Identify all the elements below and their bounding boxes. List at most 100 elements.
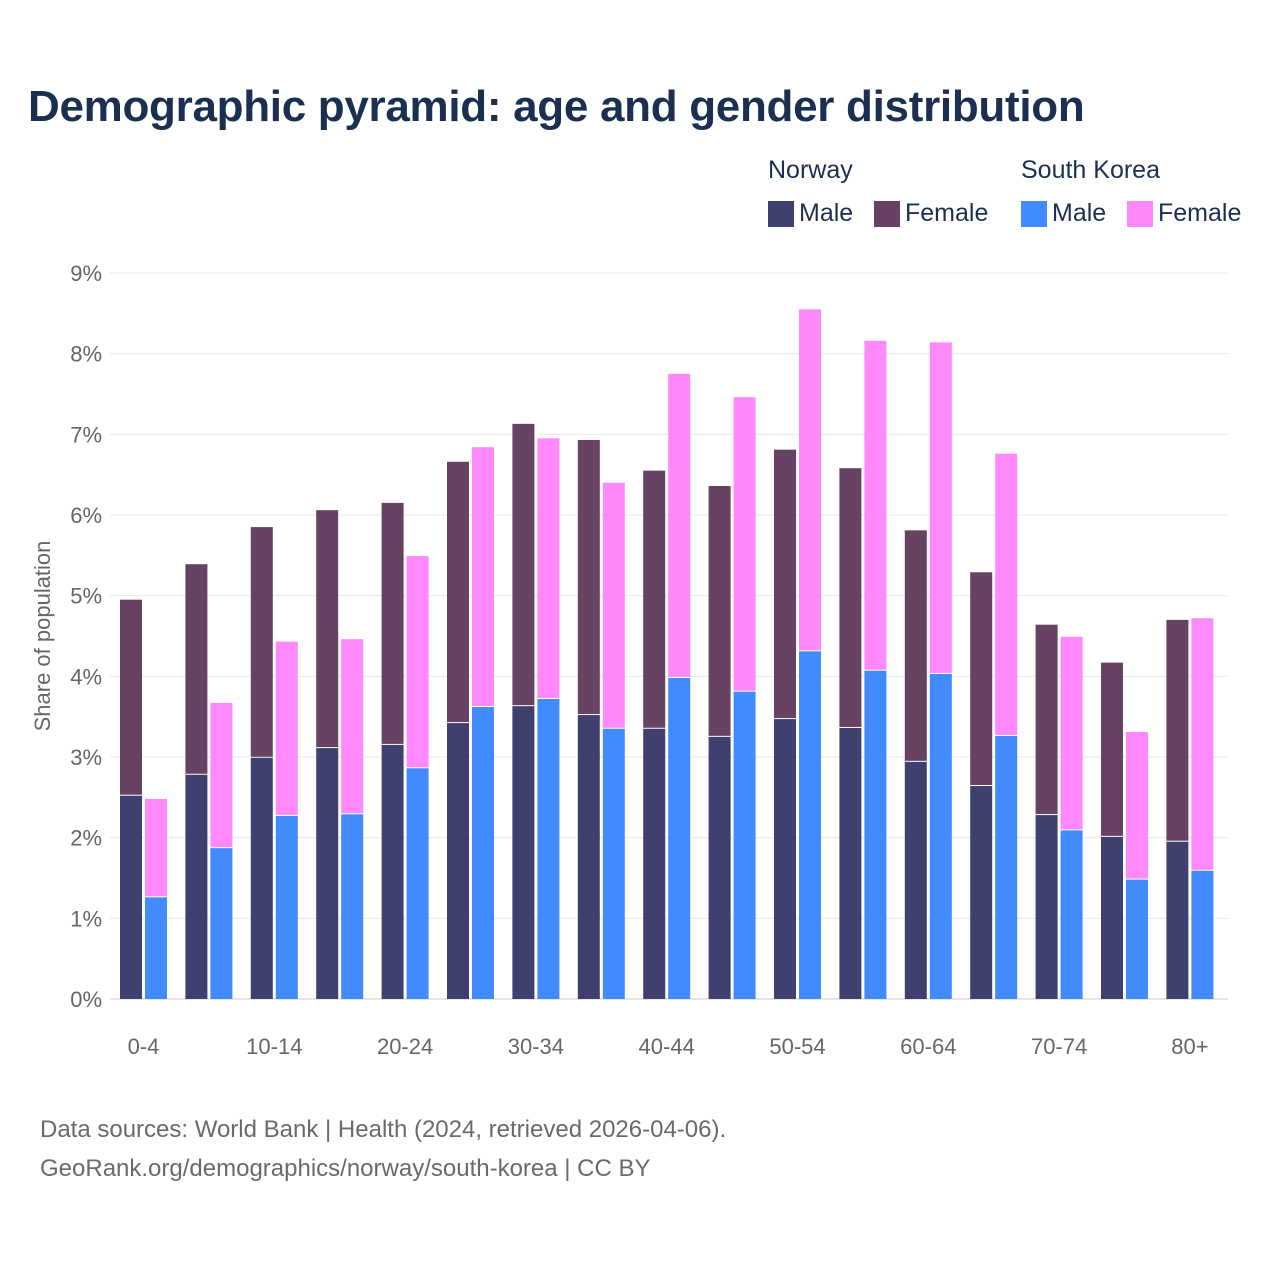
bar-korea-male (864, 670, 887, 999)
bar-norway-male (250, 757, 273, 999)
bar-korea-female (537, 438, 560, 698)
y-tick-label: 5% (70, 584, 102, 609)
bar-korea-female (602, 482, 625, 728)
bar-korea-male (733, 691, 756, 999)
footer-source: Data sources: World Bank | Health (2024,… (40, 1116, 727, 1143)
y-tick-label: 3% (70, 745, 102, 770)
bar-norway-male (839, 727, 862, 999)
legend-swatch (1021, 200, 1047, 227)
y-tick-label: 0% (70, 987, 102, 1012)
legend-swatch (874, 200, 900, 227)
bar-norway-female (774, 449, 796, 719)
bar-korea-male (799, 651, 821, 999)
legend-swatch (768, 200, 794, 227)
bar-korea-female (733, 397, 756, 691)
legend-item-norway-male[interactable]: Male (768, 199, 853, 228)
bar-norway-male (904, 761, 927, 999)
bar-norway-female (643, 470, 666, 728)
y-tick-label: 6% (70, 503, 102, 528)
bar-norway-female (381, 502, 404, 744)
bar-korea-male (406, 768, 429, 999)
legend-item-korea-male[interactable]: Male (1021, 199, 1106, 228)
bar-korea-female (275, 641, 298, 815)
legend-item-korea-female[interactable]: Female (1127, 199, 1241, 228)
x-tick-label: 10-14 (246, 1034, 302, 1059)
bar-norway-female (1166, 619, 1189, 841)
bar-norway-female (839, 468, 862, 727)
bar-norway-male (643, 728, 666, 999)
bar-norway-female (970, 572, 993, 786)
bar-korea-male (472, 706, 494, 999)
x-tick-label: 70-74 (1031, 1034, 1087, 1059)
bar-korea-male (275, 815, 298, 999)
bar-korea-female (864, 340, 887, 670)
bar-norway-male (316, 748, 339, 999)
bar-korea-female (995, 453, 1018, 736)
bar-norway-male (577, 715, 600, 999)
legend-swatch (1127, 200, 1153, 227)
bar-norway-male (774, 719, 796, 999)
bar-korea-female (210, 702, 233, 848)
bar-korea-female (406, 556, 429, 768)
bar-korea-female (341, 639, 364, 814)
bar-korea-male (995, 736, 1018, 999)
bar-korea-female (668, 373, 691, 677)
bar-norway-female (577, 439, 600, 715)
bar-korea-male (537, 698, 560, 999)
bar-norway-female (904, 530, 927, 761)
bar-korea-female (472, 447, 494, 706)
bar-norway-male (120, 795, 142, 999)
legend-label: Male (799, 199, 854, 227)
bar-norway-female (1101, 662, 1123, 836)
bar-korea-male (341, 814, 364, 999)
bar-norway-female (708, 485, 731, 736)
bar-norway-male (447, 723, 469, 999)
x-tick-label: 40-44 (639, 1034, 695, 1059)
bar-norway-male (185, 774, 208, 999)
x-tick-label: 60-64 (900, 1034, 956, 1059)
bar-norway-male (1101, 836, 1123, 999)
bar-korea-female (799, 309, 821, 651)
bar-norway-female (512, 423, 535, 706)
footer-url[interactable]: GeoRank.org/demographics/norway/south-ko… (40, 1155, 651, 1182)
bar-korea-male (145, 897, 167, 999)
bar-norway-male (512, 706, 535, 999)
x-tick-label: 0-4 (128, 1034, 160, 1059)
legend-group-norway: Norway (768, 156, 853, 184)
bar-korea-male (1191, 870, 1214, 999)
x-tick-label: 20-24 (377, 1034, 433, 1059)
y-tick-label: 9% (70, 261, 102, 286)
bar-norway-male (970, 786, 993, 999)
bar-korea-female (1191, 618, 1214, 870)
bar-norway-male (708, 736, 731, 999)
bar-korea-male (1126, 879, 1148, 999)
x-tick-label: 50-54 (769, 1034, 825, 1059)
bar-korea-male (210, 848, 233, 999)
y-tick-label: 1% (70, 906, 102, 931)
bar-norway-female (250, 527, 273, 757)
bar-norway-female (185, 564, 208, 774)
bar-korea-female (1126, 731, 1148, 879)
y-axis-label: Share of population (30, 541, 55, 732)
bar-norway-female (1035, 624, 1058, 815)
bar-korea-male (668, 677, 691, 999)
bar-norway-female (447, 461, 469, 723)
x-tick-label: 30-34 (508, 1034, 564, 1059)
bar-norway-female (316, 510, 339, 748)
bar-korea-male (929, 673, 952, 999)
bar-korea-female (145, 798, 167, 897)
bar-korea-female (929, 342, 952, 673)
y-tick-label: 2% (70, 826, 102, 851)
x-tick-label: 80+ (1171, 1034, 1208, 1059)
y-tick-label: 4% (70, 664, 102, 689)
legend-item-norway-female[interactable]: Female (874, 199, 988, 228)
bar-korea-male (1060, 830, 1083, 999)
legend-label: Female (905, 199, 989, 227)
bar-korea-female (1060, 636, 1083, 830)
bar-norway-female (120, 599, 142, 795)
legend-label: Female (1158, 199, 1242, 227)
y-tick-label: 7% (70, 422, 102, 447)
bar-norway-male (1166, 841, 1189, 999)
bar-norway-male (1035, 815, 1058, 999)
